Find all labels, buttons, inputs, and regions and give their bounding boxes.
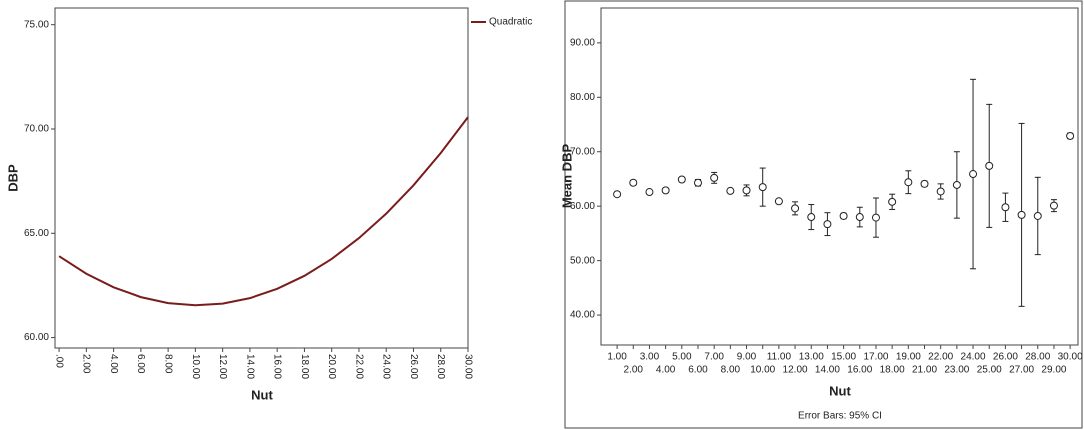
y-tick-label: 50.00 xyxy=(570,255,595,266)
x-tick-label: 13.00 xyxy=(799,352,824,363)
x-tick-label: 4.00 xyxy=(108,354,119,374)
x-tick-label: 23.00 xyxy=(944,365,969,376)
x-tick-label: 14.00 xyxy=(815,365,840,376)
x-tick-label: 26.00 xyxy=(993,352,1018,363)
x-tick-label: 30.00 xyxy=(462,354,473,379)
x-axis-title: Nut xyxy=(829,383,851,398)
x-tick-label: 16.00 xyxy=(272,354,283,379)
legend-label: Quadratic xyxy=(489,17,532,28)
mean-marker xyxy=(645,188,654,197)
x-axis-title: Nut xyxy=(251,387,273,402)
mean-marker xyxy=(1049,201,1058,210)
x-tick-label: 21.00 xyxy=(912,365,937,376)
x-tick-label: 25.00 xyxy=(977,365,1002,376)
y-tick-label: 75.00 xyxy=(24,19,49,30)
x-tick-label: 7.00 xyxy=(704,352,724,363)
x-tick-label: 12.00 xyxy=(783,365,808,376)
x-tick-label: 16.00 xyxy=(847,365,872,376)
x-tick-label: 28.00 xyxy=(1025,352,1050,363)
mean-marker xyxy=(758,183,767,192)
x-tick-label: 22.00 xyxy=(928,352,953,363)
x-tick-label: 17.00 xyxy=(863,352,888,363)
x-tick-label: 8.00 xyxy=(162,354,173,374)
y-tick-label: 80.00 xyxy=(570,92,595,103)
mean-marker xyxy=(629,178,638,187)
x-tick-label: 4.00 xyxy=(656,365,676,376)
x-tick-label: 18.00 xyxy=(299,354,310,379)
x-tick-label: 1.00 xyxy=(607,352,627,363)
x-tick-label: 3.00 xyxy=(640,352,660,363)
x-tick-label: 10.00 xyxy=(190,354,201,379)
mean-marker xyxy=(774,197,783,206)
x-tick-label: 15.00 xyxy=(831,352,856,363)
x-tick-label: 2.00 xyxy=(624,365,644,376)
mean-marker xyxy=(1017,210,1026,219)
x-tick-label: 14.00 xyxy=(244,354,255,379)
y-tick-label: 65.00 xyxy=(24,228,49,239)
plot-frame xyxy=(54,7,469,349)
mean-marker xyxy=(823,220,832,229)
mean-marker xyxy=(888,197,897,206)
x-tick-label: 2.00 xyxy=(81,354,92,374)
x-tick-label: 22.00 xyxy=(353,354,364,379)
x-tick-label: 18.00 xyxy=(880,365,905,376)
curve xyxy=(58,116,469,307)
x-tick-label: 9.00 xyxy=(737,352,757,363)
x-tick-label: 5.00 xyxy=(672,352,692,363)
mean-marker xyxy=(871,213,880,222)
mean-marker xyxy=(1033,211,1042,220)
x-tick-label: 24.00 xyxy=(381,354,392,379)
panel-frame xyxy=(564,0,1083,429)
x-tick-label: 29.00 xyxy=(1041,365,1066,376)
x-tick-label: 28.00 xyxy=(435,354,446,379)
mean-marker xyxy=(742,186,751,195)
x-tick-label: 19.00 xyxy=(896,352,921,363)
mean-marker xyxy=(613,190,622,199)
x-tick-label: 20.00 xyxy=(326,354,337,379)
mean-marker xyxy=(952,180,961,189)
y-axis-title: Mean DBP xyxy=(559,144,574,209)
y-tick-label: 40.00 xyxy=(570,310,595,321)
mean-marker xyxy=(920,179,929,188)
y-axis-title: DBP xyxy=(5,164,20,192)
mean-marker xyxy=(855,213,864,222)
mean-marker xyxy=(904,178,913,187)
y-tick-label: 60.00 xyxy=(24,332,49,343)
mean-marker xyxy=(661,186,670,195)
y-tick-label: 90.00 xyxy=(570,37,595,48)
x-tick-label: 30.00 xyxy=(1058,352,1083,363)
x-tick-label: 11.00 xyxy=(767,352,792,363)
mean-marker xyxy=(985,161,994,170)
y-tick-label: 60.00 xyxy=(570,201,595,212)
x-tick-label: 24.00 xyxy=(961,352,986,363)
x-tick-label: 6.00 xyxy=(688,365,708,376)
x-tick-label: .00 xyxy=(53,354,64,368)
x-tick-label: 8.00 xyxy=(721,365,741,376)
mean-marker xyxy=(936,187,945,196)
caption: Error Bars: 95% CI xyxy=(798,411,882,422)
mean-marker xyxy=(807,213,816,222)
mean-marker xyxy=(969,170,978,179)
mean-marker xyxy=(1001,203,1010,212)
mean-marker xyxy=(839,211,848,220)
x-tick-label: 27.00 xyxy=(1009,365,1034,376)
x-tick-label: 6.00 xyxy=(135,354,146,374)
x-tick-label: 10.00 xyxy=(750,365,775,376)
mean-marker xyxy=(791,204,800,213)
plot-frame xyxy=(600,7,1079,346)
mean-marker xyxy=(1066,131,1075,140)
mean-marker xyxy=(710,173,719,182)
mean-marker xyxy=(693,178,702,187)
x-tick-label: 26.00 xyxy=(408,354,419,379)
y-tick-label: 70.00 xyxy=(570,146,595,157)
mean-marker xyxy=(677,175,686,184)
y-tick-label: 70.00 xyxy=(24,124,49,135)
x-tick-label: 12.00 xyxy=(217,354,228,379)
mean-marker xyxy=(726,186,735,195)
